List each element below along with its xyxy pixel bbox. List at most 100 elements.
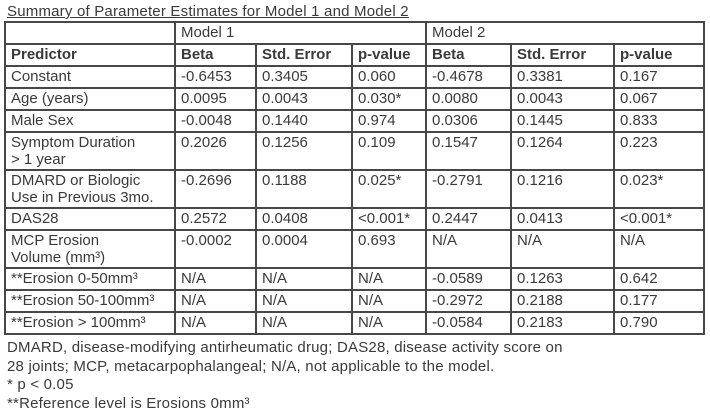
footnote-reference-level: **Reference level is Erosions 0mm³ [7, 394, 250, 409]
column-header-row: Predictor Beta Std. Error p-value Beta S… [4, 43, 705, 67]
column-header-m1-p-value: p-value [351, 43, 427, 67]
predictor-cell: **Erosion 50-100mm³ [4, 289, 176, 313]
value-cell: 0.0080 [425, 87, 512, 111]
footnote-abbreviations-line1: DMARD, disease-modifying antirheumatic d… [7, 339, 563, 356]
row-constant: Constant -0.6453 0.3405 0.060 -0.4678 0.… [4, 65, 705, 89]
value-cell: 0.1440 [255, 109, 353, 133]
row-age: Age (years) 0.0095 0.0043 0.030* 0.0080 … [4, 87, 705, 111]
value-cell: N/A [255, 311, 353, 335]
value-cell: -0.2791 [425, 169, 512, 209]
value-cell: N/A [351, 289, 427, 313]
predictor-cell: Male Sex [4, 109, 176, 133]
value-cell: 0.642 [613, 267, 705, 291]
footnotes: DMARD, disease-modifying antirheumatic d… [7, 339, 710, 409]
value-cell: 0.2188 [510, 289, 615, 313]
value-cell: 0.060 [351, 65, 427, 89]
value-cell: 0.974 [351, 109, 427, 133]
value-cell: N/A [351, 311, 427, 335]
column-header-m1-beta: Beta [174, 43, 257, 67]
value-cell: 0.0004 [255, 229, 353, 269]
row-erosion-0-50: **Erosion 0-50mm³ N/A N/A N/A -0.0589 0.… [4, 267, 705, 291]
value-cell: -0.4678 [425, 65, 512, 89]
value-cell: N/A [174, 267, 257, 291]
predictor-cell: DMARD or Biologic Use in Previous 3mo. [4, 169, 176, 209]
value-cell: 0.177 [613, 289, 705, 313]
value-cell: N/A [255, 289, 353, 313]
row-male-sex: Male Sex -0.0048 0.1440 0.974 0.0306 0.1… [4, 109, 705, 133]
value-cell: 0.1445 [510, 109, 615, 133]
value-cell: 0.833 [613, 109, 705, 133]
value-cell: 0.025* [351, 169, 427, 209]
value-cell: 0.109 [351, 131, 427, 171]
model2-group-header: Model 2 [425, 21, 705, 45]
row-erosion-over-100: **Erosion > 100mm³ N/A N/A N/A -0.0584 0… [4, 311, 705, 335]
value-cell: 0.167 [613, 65, 705, 89]
value-cell: 0.0043 [510, 87, 615, 111]
value-cell: <0.001* [613, 207, 705, 231]
value-cell: 0.2183 [510, 311, 615, 335]
predictor-cell: MCP Erosion Volume (mm³) [4, 229, 176, 269]
model-group-header-row: Model 1 Model 2 [4, 21, 705, 45]
value-cell: 0.023* [613, 169, 705, 209]
value-cell: -0.0589 [425, 267, 512, 291]
table-title: Summary of Parameter Estimates for Model… [7, 3, 409, 20]
row-erosion-50-100: **Erosion 50-100mm³ N/A N/A N/A -0.2972 … [4, 289, 705, 313]
predictor-cell: DAS28 [4, 207, 176, 231]
value-cell: <0.001* [351, 207, 427, 231]
value-cell: 0.0413 [510, 207, 615, 231]
predictor-cell: Symptom Duration > 1 year [4, 131, 176, 171]
column-header-m1-std-error: Std. Error [255, 43, 353, 67]
parameter-estimates-table: Model 1 Model 2 Predictor Beta Std. Erro… [4, 21, 705, 335]
value-cell: 0.1256 [255, 131, 353, 171]
value-cell: N/A [425, 229, 512, 269]
predictor-cell: **Erosion > 100mm³ [4, 311, 176, 335]
row-mcp-erosion-volume: MCP Erosion Volume (mm³) -0.0002 0.0004 … [4, 229, 705, 269]
column-header-m2-beta: Beta [425, 43, 512, 67]
value-cell: N/A [510, 229, 615, 269]
value-cell: 0.693 [351, 229, 427, 269]
predictor-cell: Age (years) [4, 87, 176, 111]
value-cell: -0.2696 [174, 169, 257, 209]
footnote-abbreviations-line2: 28 joints; MCP, metacarpophalangeal; N/A… [7, 357, 495, 375]
corner-cell [4, 21, 176, 45]
value-cell: N/A [351, 267, 427, 291]
footnote-significance: * p < 0.05 [7, 376, 74, 393]
row-dmard-biologic: DMARD or Biologic Use in Previous 3mo. -… [4, 169, 705, 209]
column-header-m2-std-error: Std. Error [510, 43, 615, 67]
value-cell: -0.6453 [174, 65, 257, 89]
value-cell: 0.0408 [255, 207, 353, 231]
value-cell: 0.030* [351, 87, 427, 111]
predictor-cell: **Erosion 0-50mm³ [4, 267, 176, 291]
value-cell: -0.0584 [425, 311, 512, 335]
value-cell: 0.1264 [510, 131, 615, 171]
row-symptom-duration: Symptom Duration > 1 year 0.2026 0.1256 … [4, 131, 705, 171]
column-header-m2-p-value: p-value [613, 43, 705, 67]
value-cell: 0.1263 [510, 267, 615, 291]
value-cell: 0.0095 [174, 87, 257, 111]
value-cell: 0.2026 [174, 131, 257, 171]
value-cell: N/A [174, 289, 257, 313]
value-cell: -0.0048 [174, 109, 257, 133]
value-cell: 0.3405 [255, 65, 353, 89]
value-cell: N/A [613, 229, 705, 269]
value-cell: -0.0002 [174, 229, 257, 269]
value-cell: N/A [255, 267, 353, 291]
model1-group-header: Model 1 [174, 21, 427, 45]
value-cell: 0.3381 [510, 65, 615, 89]
value-cell: N/A [174, 311, 257, 335]
value-cell: 0.1188 [255, 169, 353, 209]
value-cell: 0.0306 [425, 109, 512, 133]
value-cell: 0.2447 [425, 207, 512, 231]
value-cell: 0.1547 [425, 131, 512, 171]
predictor-cell: Constant [4, 65, 176, 89]
value-cell: 0.223 [613, 131, 705, 171]
value-cell: 0.790 [613, 311, 705, 335]
value-cell: 0.1216 [510, 169, 615, 209]
value-cell: -0.2972 [425, 289, 512, 313]
column-header-predictor: Predictor [4, 43, 176, 67]
row-das28: DAS28 0.2572 0.0408 <0.001* 0.2447 0.041… [4, 207, 705, 231]
value-cell: 0.067 [613, 87, 705, 111]
value-cell: 0.2572 [174, 207, 257, 231]
value-cell: 0.0043 [255, 87, 353, 111]
